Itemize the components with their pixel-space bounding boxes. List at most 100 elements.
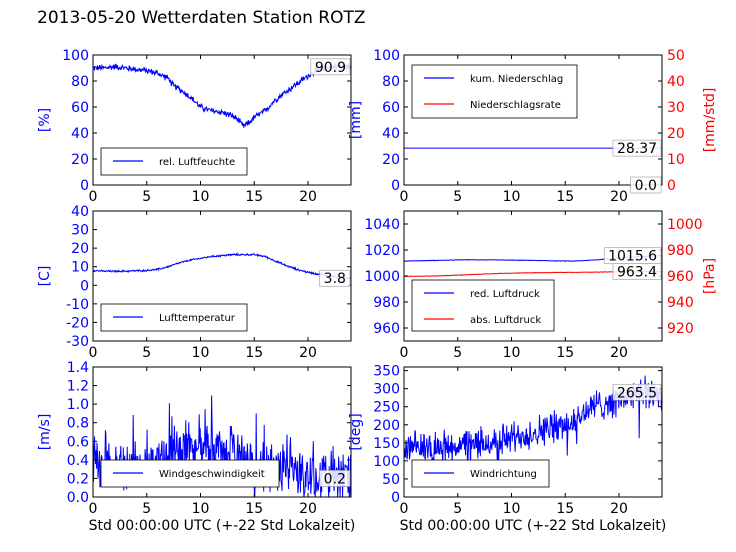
- y-tick-right-label: 1000: [667, 217, 703, 233]
- plot-frame: [403, 54, 663, 186]
- x-tick-label: 10: [192, 189, 210, 205]
- last-value-label: 1015.6: [608, 249, 657, 265]
- y-tick-label: 1.0: [67, 397, 89, 413]
- x-tick-label: 20: [299, 501, 317, 517]
- y-axis-label: [%]: [37, 108, 53, 132]
- y-axis-right-label: [mm/std]: [702, 88, 718, 153]
- y-tick-label: 60: [71, 100, 89, 116]
- y-tick-right-label: 10: [667, 152, 685, 168]
- y-tick-label: 0: [391, 490, 400, 506]
- y-tick-label: 80: [71, 74, 89, 90]
- x-tick-label: 5: [453, 345, 462, 361]
- legend-box: [411, 64, 578, 119]
- x-tick-label: 15: [556, 501, 574, 517]
- y-axis-label: [deg]: [348, 413, 364, 450]
- value-label-box: [630, 176, 662, 194]
- y-tick-label: 100: [62, 48, 89, 64]
- x-tick-label: 20: [610, 189, 628, 205]
- series-line: [93, 62, 351, 128]
- y-tick-label: 1000: [364, 269, 400, 285]
- chart-panel: 0 5 10 15 20 960 980 1000 1020 1040 920 940 960 980 10…: [364, 210, 718, 361]
- y-tick-label: 0.4: [67, 453, 89, 469]
- value-label-box: [319, 470, 351, 487]
- legend-label: abs. Luftdruck: [470, 315, 541, 326]
- plot-frame: [92, 54, 352, 186]
- y-tick-label: 1.2: [67, 379, 89, 395]
- y-tick-label: 30: [71, 223, 89, 239]
- chart-panel: 0 5 10 15 20 0.0 0.2 0.4 0.6 0.8 1.0 1.2 1.4 [m/s] 0.2…: [37, 360, 352, 517]
- y-tick-label: 20: [382, 152, 400, 168]
- x-tick-label: 15: [245, 189, 263, 205]
- y-tick-label: 0.0: [67, 490, 89, 506]
- value-label-box: [612, 139, 662, 157]
- x-tick-label: 0: [89, 345, 98, 361]
- y-tick-label: 40: [71, 204, 89, 220]
- y-axis-label: [m/s]: [37, 414, 53, 451]
- figure-title: 2013-05-20 Wetterdaten Station ROTZ: [37, 8, 366, 28]
- x-tick-label: 0: [89, 501, 98, 517]
- legend-label: red. Luftdruck: [470, 289, 540, 300]
- y-tick-label: 40: [71, 126, 89, 142]
- y-tick-label: 40: [382, 126, 400, 142]
- y-tick-label: 60: [382, 100, 400, 116]
- series-line: [93, 252, 351, 280]
- y-axis-label: [mm]: [348, 101, 364, 139]
- y-tick-label: 10: [71, 260, 89, 276]
- x-tick-label: 5: [453, 189, 462, 205]
- y-tick-right-label: 960: [667, 269, 694, 285]
- y-tick-right-label: 980: [667, 243, 694, 259]
- y-tick-label: 250: [373, 400, 400, 416]
- x-tick-label: 0: [89, 189, 98, 205]
- y-tick-label: 1040: [364, 217, 400, 233]
- y-tick-label: -20: [66, 315, 89, 331]
- y-tick-right-label: 40: [667, 74, 685, 90]
- legend-label: Windgeschwindigkeit: [159, 469, 265, 480]
- y-tick-label: 80: [382, 74, 400, 90]
- legend-label: Niederschlagsrate: [470, 100, 561, 111]
- plot-frame: [92, 210, 352, 342]
- y-axis-right-label: [hPa]: [702, 258, 718, 294]
- y-tick-label: 0: [80, 278, 89, 294]
- y-tick-label: 300: [373, 382, 400, 398]
- y-tick-label: 0.8: [67, 416, 89, 432]
- x-tick-label: 10: [503, 189, 521, 205]
- chart-panel: 0 5 10 15 20050100150200250300350[deg]265.5W…: [348, 364, 663, 517]
- chart-panel: 0 5 10 15 20 -30 -20 -10 0 10 20 30 40 [C] 3.8 Lufttemp…: [37, 204, 352, 361]
- last-value-label: 0.0: [635, 178, 657, 194]
- plot-frame: [403, 366, 663, 498]
- value-label-box: [310, 58, 351, 76]
- x-tick-label: 10: [503, 345, 521, 361]
- legend-label: rel. Luftfeuchte: [159, 157, 235, 168]
- y-tick-label: 100: [373, 454, 400, 470]
- y-tick-label: 1.4: [67, 360, 89, 376]
- y-tick-right-label: 30: [667, 100, 685, 116]
- y-tick-label: 100: [373, 48, 400, 64]
- plot-frame: [92, 366, 352, 498]
- y-tick-label: 0.2: [67, 471, 89, 487]
- x-tick-label: 5: [142, 189, 151, 205]
- y-tick-label: -30: [66, 334, 89, 350]
- x-tick-label: 20: [299, 189, 317, 205]
- chart-panel: 0 5 10 15 20 0 20 40 60 80 100 0 10 20 30 40 50 [mm] [mm/s…: [348, 48, 718, 205]
- y-tick-label: 0: [391, 178, 400, 194]
- y-tick-label: 350: [373, 364, 400, 380]
- x-tick-label: 15: [556, 189, 574, 205]
- last-value-label: 28.37: [617, 141, 657, 157]
- y-tick-right-label: 0: [667, 178, 676, 194]
- last-value-label: 0.2: [324, 471, 346, 487]
- last-value-label: 3.8: [324, 271, 346, 287]
- x-axis-label: Std 00:00:00 UTC (+-22 Std Lokalzeit): [89, 518, 356, 534]
- last-value-label: 90.9: [315, 60, 346, 76]
- legend-box: [100, 303, 248, 332]
- value-label-box: [612, 263, 662, 280]
- last-value-label: 265.5: [617, 385, 657, 401]
- y-axis-label: [C]: [37, 266, 53, 287]
- x-tick-label: 5: [142, 345, 151, 361]
- x-tick-label: 0: [400, 345, 409, 361]
- y-tick-right-label: 940: [667, 295, 694, 311]
- y-tick-label: 200: [373, 418, 400, 434]
- y-tick-right-label: 20: [667, 126, 685, 142]
- last-value-label: 963.4: [617, 265, 657, 281]
- x-tick-label: 0: [400, 189, 409, 205]
